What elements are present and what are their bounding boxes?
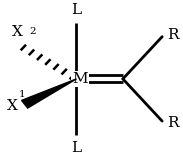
Text: 1: 1 (19, 90, 26, 99)
Text: M: M (72, 72, 88, 86)
Text: R: R (167, 28, 179, 42)
Text: 2: 2 (29, 27, 36, 36)
Text: X: X (7, 99, 17, 113)
Text: L: L (71, 141, 81, 155)
Text: L: L (71, 3, 81, 17)
Text: X: X (12, 25, 23, 40)
Polygon shape (22, 79, 76, 108)
Text: R: R (167, 116, 179, 130)
